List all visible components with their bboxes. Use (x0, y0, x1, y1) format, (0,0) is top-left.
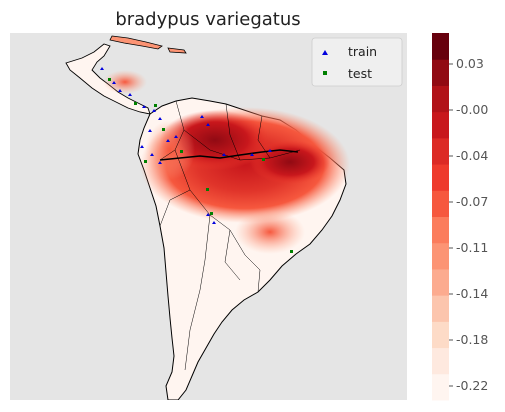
train-point (166, 139, 170, 142)
test-marker-icon (323, 71, 327, 75)
map-title: bradypus variegatus (115, 9, 300, 30)
colorbar-segment (432, 111, 449, 139)
legend: train test (311, 37, 403, 87)
train-point (140, 145, 144, 148)
colorbar-segment (432, 85, 449, 113)
colorbar-segment (432, 268, 449, 296)
colorbar-segment (432, 59, 449, 86)
train-point (112, 81, 116, 84)
train-point (174, 135, 178, 138)
legend-test-label: test (348, 66, 372, 81)
colorbar-segment (432, 295, 449, 322)
train-point (222, 153, 226, 156)
colorbar-tick-label: -0.04 (456, 148, 488, 163)
train-point (118, 89, 122, 92)
colorbar-segment (432, 33, 449, 60)
colorbar-segment (432, 242, 449, 270)
train-point (268, 149, 272, 152)
test-point (144, 160, 147, 163)
test-point (290, 250, 293, 253)
colorbar-tick-label: -0.07 (456, 194, 488, 209)
occurrence-points (100, 67, 293, 253)
train-point (100, 67, 104, 70)
test-point (180, 150, 183, 153)
test-point (154, 104, 157, 107)
train-point (206, 213, 210, 216)
colorbar-segment (432, 347, 449, 375)
train-points (100, 67, 272, 224)
train-point (142, 105, 146, 108)
colorbar-tick-label: -0.22 (456, 378, 488, 393)
train-point (158, 161, 162, 164)
colorbar-tick-label: -0.11 (456, 240, 488, 255)
colorbar-tick-label: -0.14 (456, 286, 488, 301)
colorbar-segment (432, 373, 449, 401)
major-rivers (159, 149, 299, 161)
colorbar-segment (432, 216, 449, 244)
train-point (148, 129, 152, 132)
map-area (10, 33, 407, 400)
colorbar-tick-label: 0.03 (456, 56, 484, 71)
colorbar-segment (432, 190, 449, 217)
test-point (210, 212, 213, 215)
test-point (262, 158, 265, 161)
colorbar-segment (432, 321, 449, 349)
test-point (108, 78, 111, 81)
colorbar: 0.03 -0.00 -0.04 -0.07 -0.11 -0.14 -0.18 -0.22 (432, 33, 488, 401)
train-point (128, 93, 132, 96)
train-point (152, 109, 156, 112)
train-marker-icon (322, 50, 328, 55)
colorbar-segment (432, 137, 449, 165)
legend-train-label: train (348, 44, 377, 59)
central-america (65, 43, 151, 115)
train-point (212, 221, 216, 224)
test-point (134, 102, 137, 105)
test-point (162, 128, 165, 131)
test-points (108, 78, 293, 253)
test-point (206, 188, 209, 191)
train-point (200, 115, 204, 118)
train-point (250, 153, 254, 156)
legend-box (311, 37, 403, 87)
caribbean-islands (109, 35, 187, 54)
train-point (206, 123, 210, 126)
colorbar-tick-label: -0.00 (456, 102, 488, 117)
colorbar-segment (432, 164, 449, 191)
train-point (158, 117, 162, 120)
colorbar-tick-label: -0.18 (456, 332, 488, 347)
train-point (150, 153, 154, 156)
